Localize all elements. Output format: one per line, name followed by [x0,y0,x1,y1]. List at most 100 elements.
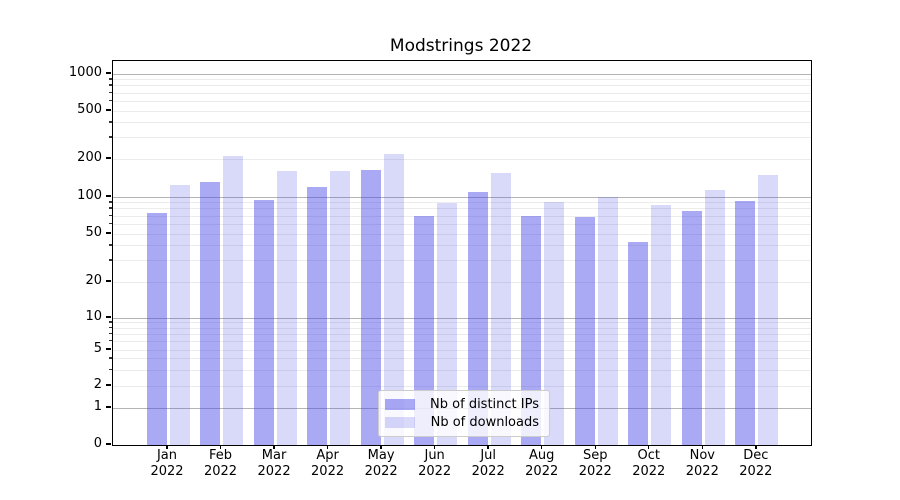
legend-swatch-distinct-ips [385,399,415,410]
x-tick-aug [541,444,543,449]
x-tick-jun [433,444,436,449]
legend-label-downloads: Nb of downloads [430,415,539,430]
y-tick-200 [106,157,111,159]
legend: Nb of distinct IPs Nb of downloads [378,390,550,437]
gridline-y-600 [113,100,811,102]
gridline-y-80 [113,208,811,210]
gridline-y-6 [113,341,811,343]
x-tick-feb [219,444,222,449]
y-tick-100 [106,195,111,197]
y-minor-tick-90 [109,201,112,203]
x-tick-label-jun: Jun 2022 [418,448,452,479]
bar-aug-nb-of-distinct-ips [521,216,542,445]
bar-feb-nb-of-downloads [223,156,244,445]
bar-mar-nb-of-downloads [276,170,297,445]
x-tick-nov [701,444,703,449]
gridline-y-20 [113,281,811,283]
gridline-y-90 [113,202,811,204]
bar-apr-nb-of-downloads [330,170,351,445]
gridline-y-5 [113,349,811,351]
x-tick-label-apr: Apr 2022 [311,448,345,479]
y-minor-tick-40 [109,244,112,246]
bar-jul-nb-of-distinct-ips [467,192,488,445]
y-tick-0 [106,443,111,445]
bar-may-nb-of-downloads [383,154,404,445]
y-minor-tick-400 [109,121,112,123]
bar-mar-nb-of-distinct-ips [253,200,274,445]
gridline-y-700 [113,92,811,94]
gridline-y-100 [113,196,811,198]
y-tick-label-0: 0 [93,436,102,451]
x-tick-label-feb: Feb 2022 [203,448,238,479]
bar-dec-nb-of-downloads [758,174,779,445]
gridline-y-8 [113,327,811,329]
legend-swatch-downloads [385,417,415,428]
y-minor-tick-700 [109,91,112,93]
legend-item-distinct-ips: Nb of distinct IPs [385,396,539,413]
y-tick-1 [106,406,111,408]
gridline-y-4 [113,358,811,360]
y-tick-label-200: 200 [77,150,102,165]
gridline-y-9 [113,322,811,324]
y-tick-50 [106,232,111,234]
x-tick-oct [648,444,650,449]
y-tick-label-20: 20 [85,273,102,288]
x-tick-mar [273,444,275,449]
x-tick-label-jan: Jan 2022 [150,448,184,479]
gridline-y-30 [113,260,811,262]
x-tick-label-dec: Dec 2022 [739,448,773,479]
y-tick-5 [106,348,111,350]
y-minor-tick-6 [109,340,112,342]
bar-jan-nb-of-distinct-ips [146,213,167,445]
x-tick-label-mar: Mar 2022 [257,448,291,479]
x-tick-label-may: May 2022 [364,448,398,479]
y-tick-label-5: 5 [93,341,102,356]
chart-title: Modstrings 2022 [389,36,533,56]
y-minor-tick-60 [109,222,112,225]
y-tick-10 [106,316,111,318]
y-minor-tick-30 [109,259,112,261]
gridline-y-200 [113,158,811,160]
y-tick-1000 [106,72,111,74]
x-tick-jan [166,444,168,449]
y-minor-tick-300 [109,136,112,138]
bar-jan-nb-of-downloads [169,184,190,445]
gridline-y-50 [113,233,811,235]
y-tick-2 [106,384,111,386]
y-minor-tick-4 [109,357,112,359]
x-tick-dec [755,444,757,449]
gridline-y-2 [113,385,811,387]
y-minor-tick-9 [109,321,112,323]
gridline-y-400 [113,122,811,124]
y-minor-tick-8 [109,326,112,329]
gridline-y-60 [113,223,811,225]
y-tick-label-10: 10 [85,309,102,324]
gridline-y-900 [113,79,811,81]
x-tick-may [380,444,382,449]
bar-may-nb-of-distinct-ips [360,169,381,445]
bar-sep-nb-of-distinct-ips [574,216,595,445]
bar-nov-nb-of-distinct-ips [681,210,702,445]
legend-label-distinct-ips: Nb of distinct IPs [430,397,539,412]
y-minor-tick-80 [109,207,112,209]
bar-dec-nb-of-distinct-ips [735,201,756,445]
y-tick-label-500: 500 [77,102,102,117]
bar-jun-nb-of-downloads [437,203,458,445]
x-tick-label-sep: Sep 2022 [578,448,612,479]
y-minor-tick-7 [109,332,112,335]
bar-sep-nb-of-downloads [597,197,618,445]
gridline-y-300 [113,137,811,139]
bar-oct-nb-of-downloads [651,205,672,445]
y-tick-500 [106,109,111,111]
gridline-y-500 [113,110,811,112]
y-minor-tick-3 [109,368,112,370]
x-tick-label-jul: Jul 2022 [471,448,505,479]
gridline-y-40 [113,245,811,247]
bar-oct-nb-of-distinct-ips [628,241,649,445]
x-tick-sep [594,444,596,449]
x-tick-label-aug: Aug 2022 [525,448,559,479]
bar-aug-nb-of-downloads [544,202,565,445]
bar-feb-nb-of-distinct-ips [200,181,221,445]
x-tick-jul [487,444,489,449]
